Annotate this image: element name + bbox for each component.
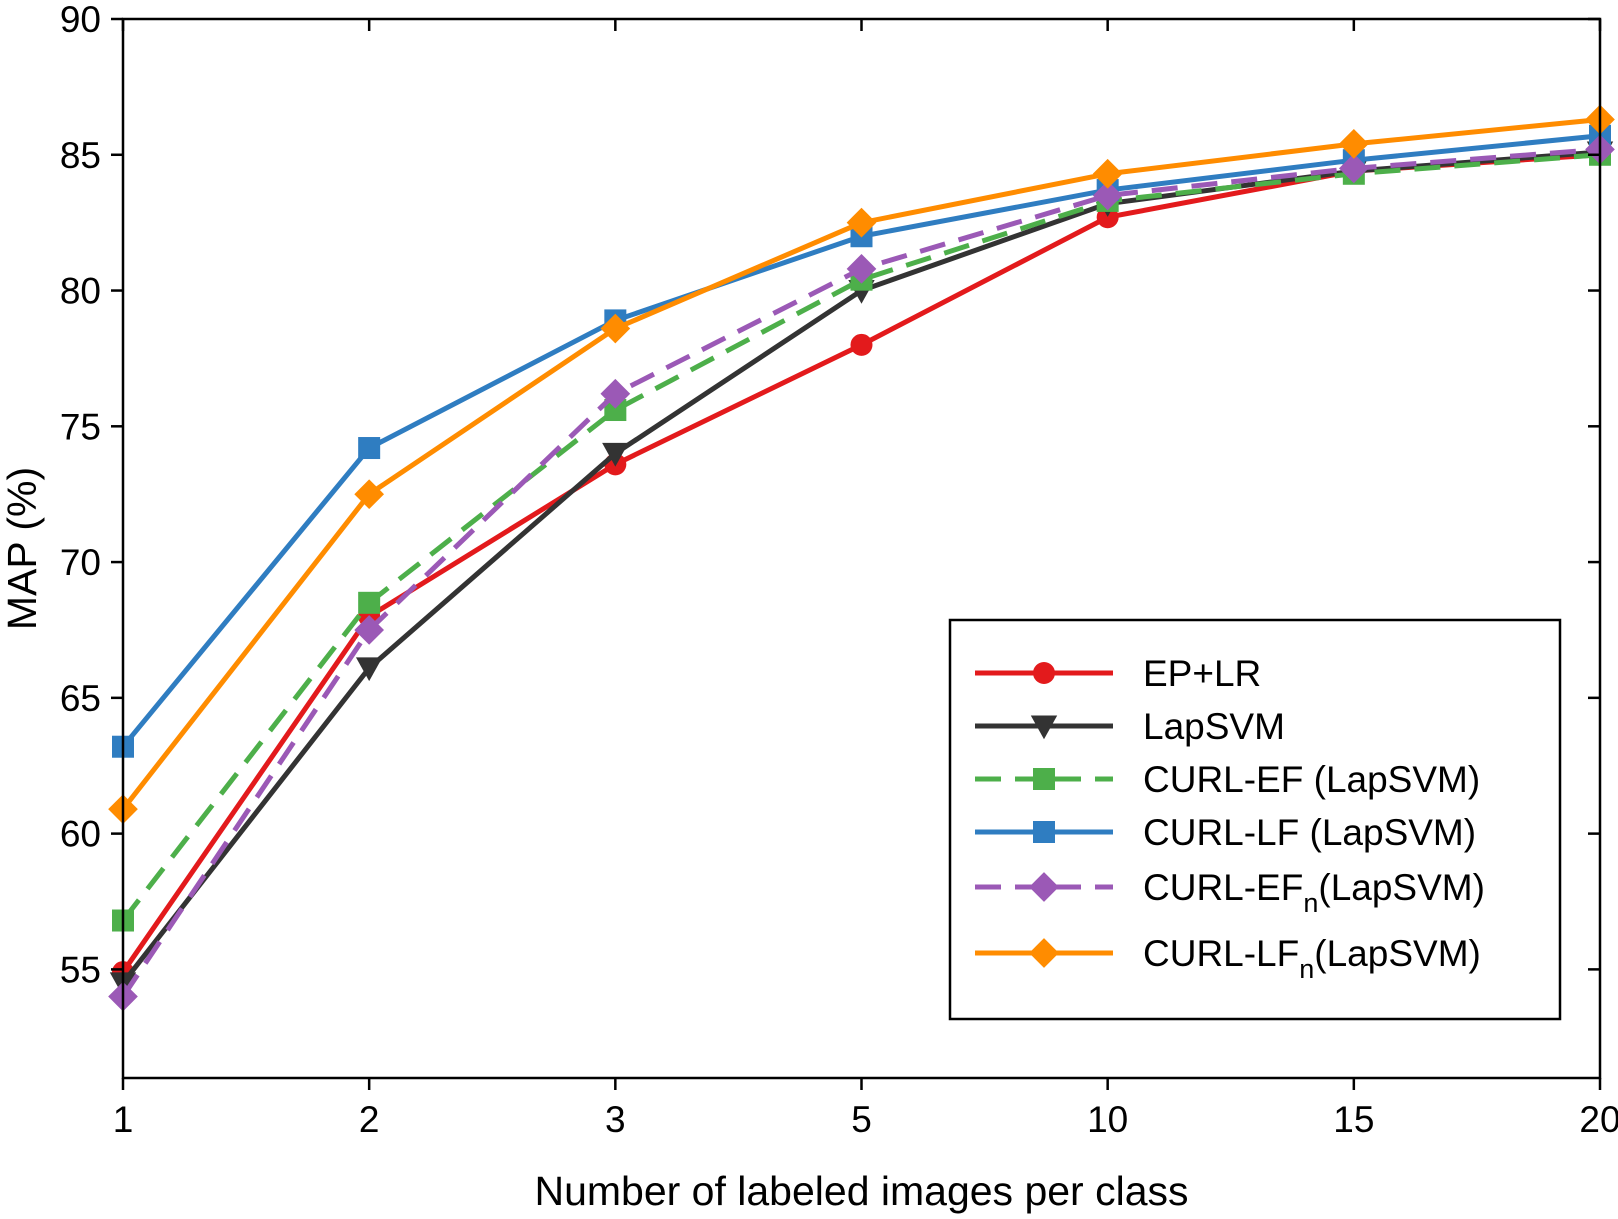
- y-tick-label: 90: [60, 0, 101, 40]
- legend-label: CURL-EF (LapSVM): [1143, 759, 1480, 800]
- data-point: [354, 615, 385, 645]
- legend: EP+LR LapSVM CURL-EF (LapSVM) CURL-LF (LapS…: [948, 618, 1562, 1021]
- legend-label: LapSVM: [1143, 706, 1285, 747]
- data-point: [1029, 872, 1059, 902]
- x-axis: 1 2 3 5 10 15 20: [113, 19, 1618, 1140]
- legend-item: CURL-LFn(LapSVM): [975, 933, 1481, 984]
- x-tick-label: 1: [113, 1099, 134, 1140]
- y-axis: 55 60 65 70 75 80 85 90: [60, 0, 1600, 990]
- y-tick-label: 55: [60, 949, 101, 990]
- y-tick-label: 85: [60, 135, 101, 176]
- y-tick-label: 65: [60, 678, 101, 719]
- series-5: [108, 104, 1615, 825]
- data-point: [1029, 938, 1059, 968]
- data-point: [1033, 768, 1055, 790]
- plot-area: [108, 104, 1615, 1012]
- x-tick-label: 20: [1579, 1099, 1618, 1140]
- data-point: [846, 207, 877, 238]
- data-point: [602, 442, 629, 467]
- x-tick-label: 15: [1333, 1099, 1374, 1140]
- y-tick-label: 70: [60, 542, 101, 583]
- x-tick-label: 5: [851, 1099, 872, 1140]
- y-tick-label: 75: [60, 406, 101, 447]
- legend-label: CURL-EFn(LapSVM): [1143, 867, 1485, 918]
- data-point: [1033, 821, 1055, 843]
- x-tick-label: 3: [605, 1099, 626, 1140]
- data-point: [1033, 662, 1055, 684]
- y-tick-label: 60: [60, 814, 101, 855]
- legend-item: LapSVM: [975, 706, 1285, 747]
- x-tick-label: 2: [359, 1099, 380, 1140]
- data-point: [1030, 715, 1058, 740]
- legend-label: CURL-LFn(LapSVM): [1143, 933, 1481, 984]
- data-point: [1092, 158, 1123, 189]
- legend-item: CURL-EF (LapSVM): [975, 759, 1480, 800]
- y-tick-label: 80: [60, 271, 101, 312]
- data-point: [850, 333, 873, 356]
- x-tick-label: 10: [1087, 1099, 1128, 1140]
- data-point: [604, 399, 627, 422]
- legend-label: EP+LR: [1143, 653, 1261, 694]
- data-point: [358, 591, 381, 614]
- legend-item: CURL-EFn(LapSVM): [975, 867, 1485, 918]
- legend-item: EP+LR: [975, 653, 1261, 694]
- data-point: [1338, 153, 1369, 184]
- data-point: [354, 479, 385, 510]
- y-axis-title: MAP (%): [0, 467, 45, 630]
- data-point: [600, 378, 631, 409]
- x-axis-title: Number of labeled images per class: [534, 1168, 1188, 1214]
- data-point: [1092, 180, 1123, 211]
- data-point: [358, 437, 381, 460]
- legend-label: CURL-LF (LapSVM): [1143, 812, 1476, 853]
- legend-item: CURL-LF (LapSVM): [975, 812, 1476, 853]
- data-point: [846, 253, 877, 284]
- data-point: [1338, 129, 1369, 159]
- data-point: [600, 313, 631, 344]
- data-point: [355, 657, 383, 682]
